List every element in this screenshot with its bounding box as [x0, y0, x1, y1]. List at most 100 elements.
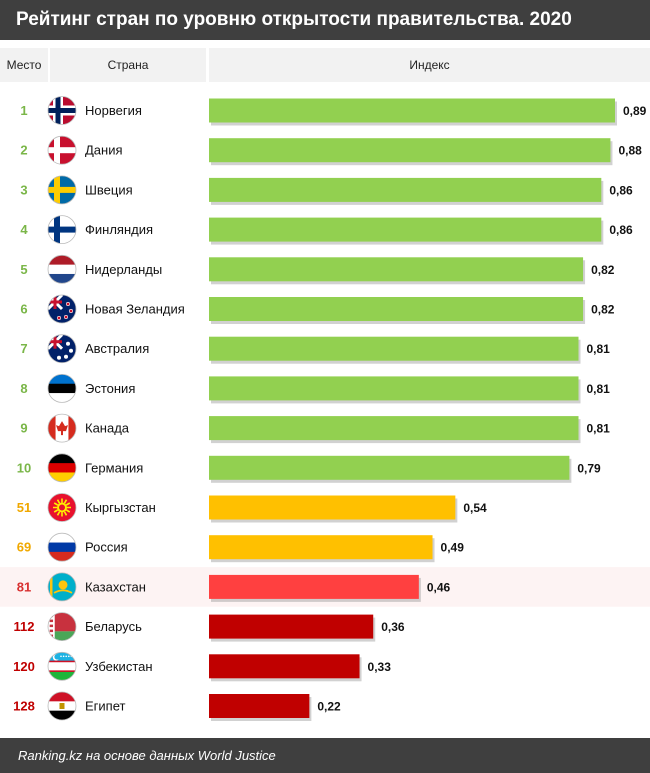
chart-row: 51 Кыргызстан 0,54 [17, 493, 487, 523]
country-label: Дания [85, 143, 123, 158]
country-label: Норвегия [85, 103, 142, 118]
value-label: 0,89 [623, 104, 647, 118]
bar [209, 217, 602, 242]
country-label: Беларусь [85, 619, 142, 634]
chart-row: 5 Нидерланды 0,82 [20, 254, 615, 285]
rank-label: 3 [20, 182, 27, 197]
rank-label: 69 [17, 540, 31, 555]
value-label: 0,36 [381, 620, 405, 634]
rank-label: 10 [17, 460, 31, 475]
bar [209, 455, 570, 480]
bar [209, 416, 579, 441]
chart-row: 9 Канада 0,81 [20, 413, 611, 444]
rank-label: 1 [20, 103, 27, 118]
chart-row: 8 Эстония 0,81 [20, 373, 611, 404]
value-label: 0,81 [587, 382, 611, 396]
rank-label: 51 [17, 500, 31, 515]
rank-label: 112 [14, 619, 35, 634]
value-label: 0,86 [609, 223, 633, 237]
kyrgyzstan-flag-icon [47, 493, 77, 522]
russia-flag-icon [47, 532, 77, 562]
value-label: 0,54 [463, 501, 487, 515]
chart-row: 3 Швеция 0,86 [20, 175, 633, 205]
rank-label: 9 [20, 421, 27, 436]
bar [209, 138, 611, 163]
country-label: Нидерланды [85, 262, 162, 277]
chart-row: 4 Финляндия 0,86 [20, 215, 633, 245]
rank-column-header: Место [0, 48, 48, 82]
norway-flag-icon [47, 96, 77, 125]
value-label: 0,49 [441, 541, 465, 555]
value-label: 0,81 [587, 422, 611, 436]
bar [209, 98, 615, 123]
value-label: 0,82 [591, 263, 615, 277]
chart-row: 128 Египет 0,22 [13, 691, 341, 721]
chart-row: 1 Норвегия 0,89 [20, 96, 647, 126]
country-label: Новая Зеландия [85, 302, 185, 317]
bar [209, 535, 433, 560]
value-label: 0,22 [317, 700, 341, 714]
chart-row: 120 Узбекистан 0,33 [13, 651, 392, 682]
value-label: 0,46 [427, 580, 451, 594]
value-label: 0,86 [609, 183, 633, 197]
rank-label: 4 [20, 222, 28, 237]
kazakhstan-flag-icon [47, 572, 77, 602]
denmark-flag-icon [47, 135, 77, 165]
country-label: Швеция [85, 182, 133, 197]
country-label: Австралия [85, 341, 149, 356]
rank-label: 120 [13, 659, 35, 674]
value-label: 0,82 [591, 303, 615, 317]
egypt-flag-icon [47, 691, 77, 721]
uzbekistan-flag-icon [47, 651, 77, 681]
country-label: Канада [85, 421, 130, 436]
rank-label: 128 [13, 699, 35, 714]
bar [209, 376, 579, 401]
rank-label: 8 [20, 381, 27, 396]
value-label: 0,33 [368, 660, 392, 674]
country-label: Египет [85, 699, 126, 714]
bar [209, 694, 310, 718]
column-header-row: Место Страна Индекс [0, 48, 650, 82]
bar [209, 177, 602, 202]
rank-label: 6 [20, 302, 27, 317]
chart-title: Рейтинг стран по уровню открытости прави… [0, 0, 650, 40]
country-label: Узбекистан [85, 659, 153, 674]
bar [209, 495, 456, 520]
value-label: 0,79 [577, 461, 601, 475]
bar [209, 297, 584, 321]
australia-flag-icon [47, 334, 77, 364]
chart-row: 69 Россия 0,49 [17, 532, 465, 563]
country-label: Финляндия [85, 222, 153, 237]
canada-flag-icon [47, 413, 77, 443]
bar [209, 654, 360, 679]
country-label: Эстония [85, 381, 135, 396]
value-label: 0,81 [587, 342, 611, 356]
germany-flag-icon [47, 453, 77, 483]
chart-row: 2 Дания 0,88 [20, 135, 642, 166]
value-label: 0,88 [618, 144, 642, 158]
chart-row: 10 Германия 0,79 [17, 453, 601, 483]
country-label: Россия [85, 540, 128, 555]
chart-row: 81 Казахстан 0,46 [0, 567, 650, 607]
country-label: Казахстан [85, 579, 146, 594]
belarus-flag-icon [47, 612, 77, 641]
bar-chart: 1 Норвегия 0,89 2 Дания 0,88 3 Швеция 0,86 4 Финля… [0, 96, 650, 721]
bar [209, 614, 374, 639]
source-footer: Ranking.kz на основе данных World Justic… [0, 738, 650, 773]
finland-flag-icon [47, 215, 77, 245]
bar [209, 574, 419, 599]
rank-label: 2 [20, 143, 27, 158]
sweden-flag-icon [47, 175, 77, 205]
rank-label: 5 [20, 262, 27, 277]
bar [209, 257, 584, 282]
chart-row: 6 Новая Зеландия 0,82 [20, 294, 615, 324]
new-zealand-flag-icon [47, 294, 77, 324]
rank-label: 7 [20, 341, 27, 356]
estonia-flag-icon [47, 373, 77, 403]
bar [209, 336, 579, 361]
rank-label: 81 [17, 579, 31, 594]
chart-row: 7 Австралия 0,81 [20, 334, 611, 364]
country-label: Кыргызстан [85, 500, 156, 515]
country-label: Германия [85, 460, 143, 475]
chart-row: 112 Беларусь 0,36 [14, 612, 405, 642]
